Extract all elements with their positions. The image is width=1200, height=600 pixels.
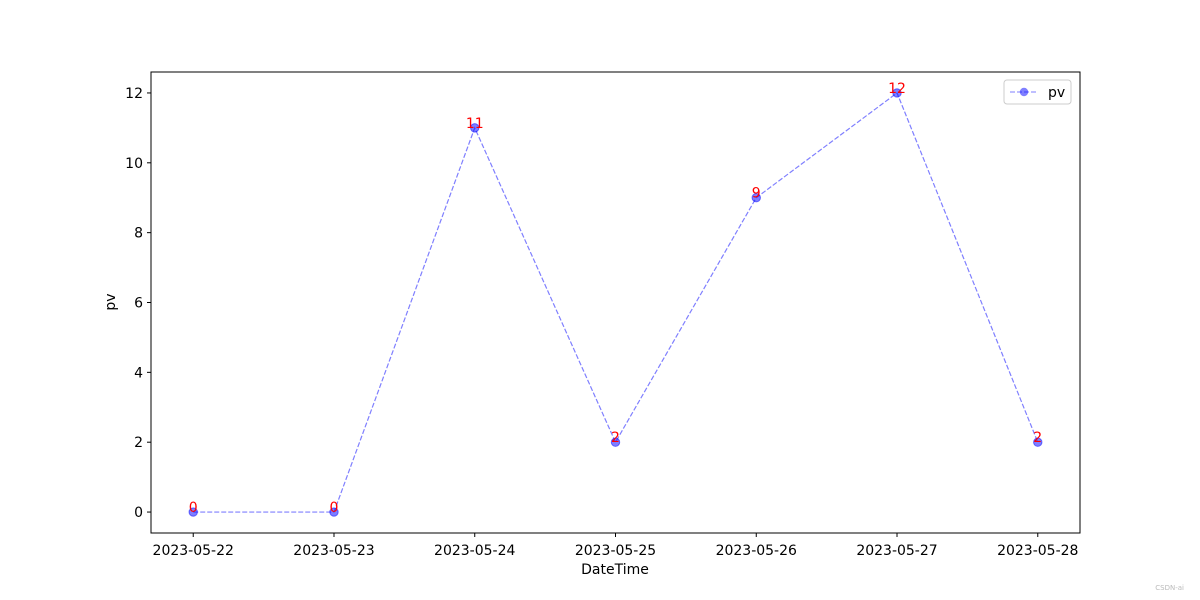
y-tick-label: 4 xyxy=(134,365,143,381)
y-tick-label: 2 xyxy=(134,435,143,451)
marker xyxy=(329,507,339,517)
marker xyxy=(892,88,902,98)
y-axis-label: pv xyxy=(103,293,119,310)
y-tick-label: 6 xyxy=(134,296,143,312)
x-tick-label: 2023-05-25 xyxy=(575,543,656,559)
marker xyxy=(1033,437,1043,447)
marker xyxy=(188,507,198,517)
x-tick-label: 2023-05-23 xyxy=(293,543,374,559)
x-tick-label: 2023-05-26 xyxy=(716,543,797,559)
value-label: 0 xyxy=(330,500,339,516)
x-tick-label: 2023-05-22 xyxy=(153,543,234,559)
value-label: 2 xyxy=(1033,430,1042,446)
marker xyxy=(751,193,761,203)
y-tick-label: 8 xyxy=(134,226,143,242)
legend-label: pv xyxy=(1048,85,1065,101)
value-label: 2 xyxy=(611,430,620,446)
value-label: 9 xyxy=(752,186,761,202)
y-tick-label: 12 xyxy=(125,86,143,102)
legend xyxy=(1003,79,1072,105)
y-tick-label: 0 xyxy=(134,505,143,521)
value-label: 0 xyxy=(189,500,198,516)
x-tick-label: 2023-05-27 xyxy=(856,543,937,559)
plot-frame xyxy=(150,71,1081,534)
watermark: CSDN-ai xyxy=(1155,584,1184,592)
x-tick-label: 2023-05-24 xyxy=(434,543,515,559)
value-label: 12 xyxy=(888,81,906,97)
legend-marker xyxy=(1019,87,1029,97)
marker xyxy=(610,437,621,447)
x-tick-label: 2023-05-28 xyxy=(997,543,1078,559)
marker xyxy=(470,123,480,133)
x-axis-label: DateTime xyxy=(581,562,649,578)
y-tick-label: 10 xyxy=(125,156,143,172)
value-label: 11 xyxy=(466,116,484,132)
